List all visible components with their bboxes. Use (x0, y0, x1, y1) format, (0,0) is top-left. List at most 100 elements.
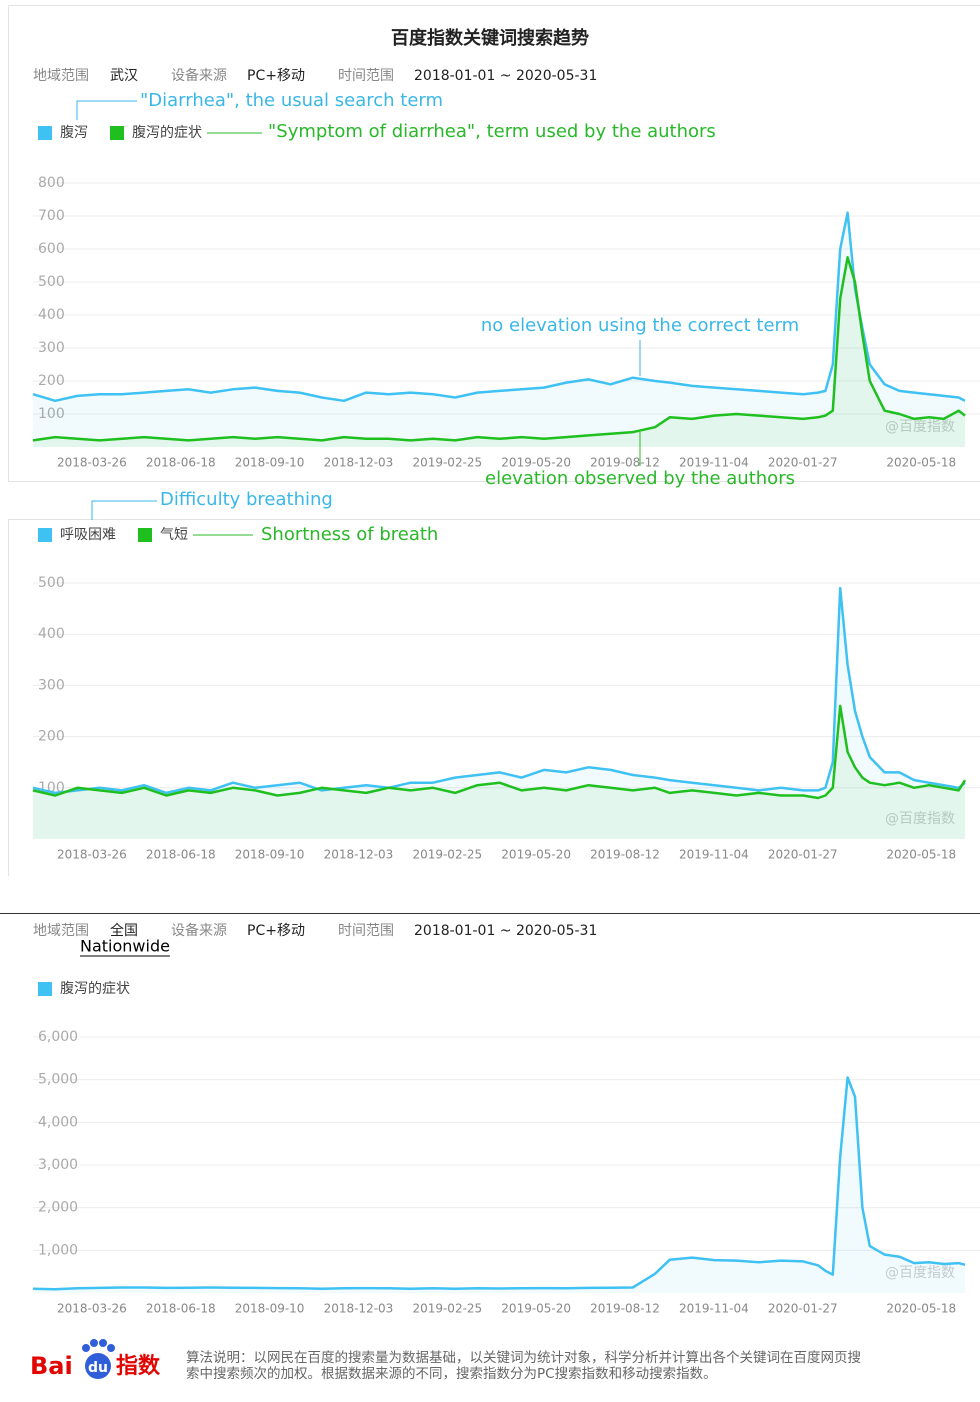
x-tick-label: 2019-02-25 (412, 1302, 482, 1316)
x-tick-label: 2019-08-12 (590, 456, 660, 470)
panel-border (8, 519, 980, 876)
legend-label: 腹泻的症状 (132, 124, 202, 141)
annotation: elevation observed by the authors (485, 468, 795, 489)
y-tick-label: 1,000 (38, 1242, 78, 1258)
watermark: @百度指数 (885, 1265, 955, 1281)
x-tick-label: 2018-09-10 (235, 848, 305, 862)
watermark: @百度指数 (885, 419, 955, 435)
x-tick-label: 2018-09-10 (235, 1302, 305, 1316)
filter-label: 时间范围 (338, 67, 394, 84)
x-tick-label: 2019-11-04 (679, 848, 749, 862)
footer-note: 索中搜索频次的加权。根据数据来源的不同，搜索指数分为PC搜索指数和移动搜索指数。 (186, 1365, 717, 1382)
watermark: @百度指数 (885, 811, 955, 827)
y-tick-label: 300 (38, 340, 65, 356)
x-tick-label: 2019-08-12 (590, 1302, 660, 1316)
y-tick-label: 400 (38, 626, 65, 642)
x-tick-label: 2018-12-03 (324, 1302, 394, 1316)
logo-text: Bai (30, 1352, 73, 1380)
x-tick-label: 2019-02-25 (412, 848, 482, 862)
legend-label: 腹泻的症状 (60, 980, 130, 997)
x-tick-label: 2019-05-20 (501, 456, 571, 470)
filter-label: 时间范围 (338, 922, 394, 939)
x-tick-label: 2020-05-18 (886, 848, 956, 862)
filter-label: 地域范围 (33, 67, 89, 84)
x-tick-label: 2019-05-20 (501, 1302, 571, 1316)
annotation-line (76, 100, 137, 120)
legend-swatch (38, 982, 52, 996)
x-tick-label: 2020-05-18 (886, 456, 956, 470)
y-tick-label: 3,000 (38, 1157, 78, 1173)
x-tick-label: 2018-06-18 (146, 456, 216, 470)
y-tick-label: 2,000 (38, 1200, 78, 1216)
line (32, 704, 967, 800)
legend-label: 气短 (160, 527, 188, 543)
y-tick-label: 300 (38, 677, 65, 693)
x-tick-label: 2018-06-18 (146, 1302, 216, 1316)
legend-label: 呼吸困难 (60, 527, 116, 543)
area (33, 212, 965, 447)
area (33, 257, 965, 447)
x-tick-label: 2019-11-04 (679, 456, 749, 470)
logo-paw (85, 1353, 111, 1379)
area (33, 588, 965, 839)
logo-text: 指数 (116, 1353, 161, 1379)
y-tick-label: 6,000 (38, 1029, 78, 1045)
y-tick-label: 500 (38, 575, 65, 591)
y-tick-label: 500 (38, 274, 65, 290)
filter-value: 武汉 (110, 68, 138, 84)
legend-swatch (38, 528, 52, 542)
filter-label: 地域范围 (33, 922, 89, 939)
annotation: Nationwide (80, 937, 170, 956)
logo-paw (107, 1344, 115, 1352)
legend-swatch (138, 528, 152, 542)
filter-value: PC+移动 (247, 68, 305, 84)
x-tick-label: 2020-01-27 (768, 1302, 838, 1316)
filter-value: 全国 (110, 922, 138, 939)
y-tick-label: 200 (38, 729, 65, 745)
logo-paw (90, 1339, 98, 1347)
x-tick-label: 2018-09-10 (235, 456, 305, 470)
x-tick-label: 2018-03-26 (57, 848, 127, 862)
annotation: "Symptom of diarrhea", term used by the … (268, 121, 716, 142)
filter-value: 2018-01-01 ~ 2020-05-31 (414, 923, 597, 939)
y-tick-label: 600 (38, 241, 65, 257)
x-tick-label: 2020-05-18 (886, 1302, 956, 1316)
chart-title: 百度指数关键词搜索趋势 (391, 27, 589, 49)
y-tick-label: 800 (38, 175, 65, 191)
y-tick-label: 5,000 (38, 1072, 78, 1088)
x-tick-label: 2019-02-25 (412, 456, 482, 470)
line (32, 586, 966, 795)
legend-label: 腹泻 (60, 124, 88, 141)
x-tick-label: 2018-03-26 (57, 456, 127, 470)
legend-swatch (38, 126, 52, 140)
panel-border (8, 5, 980, 482)
line (32, 1076, 966, 1291)
y-tick-label: 100 (38, 406, 65, 422)
annotation: no elevation using the correct term (481, 315, 799, 336)
filter-label: 设备来源 (171, 67, 227, 84)
x-tick-label: 2018-03-26 (57, 1302, 127, 1316)
logo-paw (82, 1344, 90, 1352)
annotation: "Diarrhea", the usual search term (140, 90, 443, 111)
area (33, 1077, 965, 1293)
legend-swatch (110, 126, 124, 140)
x-tick-label: 2020-01-27 (768, 456, 838, 470)
x-tick-label: 2019-05-20 (501, 848, 571, 862)
logo-paw (99, 1339, 107, 1347)
x-tick-label: 2018-12-03 (324, 456, 394, 470)
y-tick-label: 400 (38, 307, 65, 323)
x-tick-label: 2018-12-03 (324, 848, 394, 862)
annotation: Shortness of breath (261, 524, 438, 545)
line (32, 211, 966, 403)
logo-text: du (88, 1360, 108, 1376)
line (32, 256, 966, 442)
y-tick-label: 200 (38, 373, 65, 389)
annotation-line (91, 500, 157, 520)
footer-note: 算法说明：以网民在百度的搜索量为数据基础，以关键词为统计对象，科学分析并计算出各… (186, 1349, 861, 1366)
x-tick-label: 2019-08-12 (590, 848, 660, 862)
x-tick-label: 2020-01-27 (768, 848, 838, 862)
filter-value: PC+移动 (247, 923, 305, 939)
area (33, 705, 965, 839)
x-tick-label: 2019-11-04 (679, 1302, 749, 1316)
